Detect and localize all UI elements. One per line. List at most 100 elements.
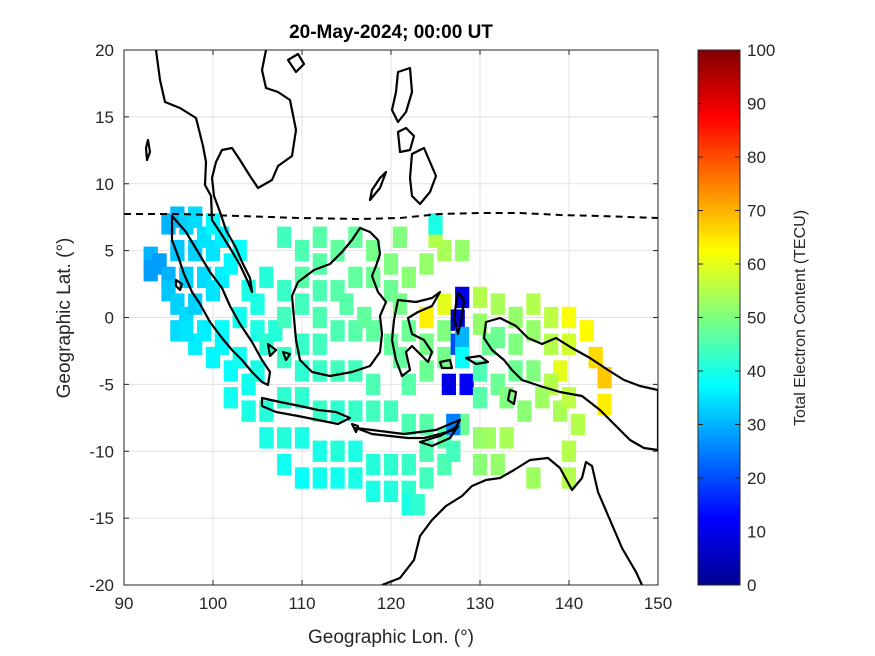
tec-cell [561,306,577,329]
tec-cell [383,453,399,476]
tec-cell [419,467,434,489]
tec-cell [441,373,456,396]
colorbar-tick-label: 60 [747,255,766,274]
colorbar-tick-label: 50 [747,309,766,328]
coastline-belitung [281,350,292,362]
y-tick-label: -10 [89,442,114,461]
tec-cell [579,320,594,342]
tec-cell [455,346,470,369]
coastlines [144,50,658,585]
tec-cell [330,239,345,262]
coastline-timor [418,424,460,448]
tec-cell [348,440,363,462]
tec-cell [561,387,577,409]
tec-cell [526,293,541,315]
tec-cell [277,280,292,302]
coastline-java [260,396,352,426]
tec-cell [366,453,381,476]
coastline-lesser-sunda [354,418,462,440]
tec-cell [508,333,523,355]
tec-cell [410,494,425,516]
tec-cell [312,440,327,462]
tec-cell [437,346,452,369]
tec-cell [490,453,505,476]
colorbar-gradient [698,50,740,585]
coastline-palawan [368,170,388,202]
tec-cell [401,320,416,342]
tec-cell [348,226,363,248]
tec-cell [472,453,488,476]
tec-cell [459,373,474,396]
x-tick-label: 140 [555,594,583,613]
tec-cell [383,253,399,275]
tec-cell [277,306,292,329]
tec-cell [366,373,381,396]
chart-title: 20-May-2024; 00:00 UT [289,22,493,43]
x-axis-ticks: 90 100 110 120 130 140 150 [115,50,672,613]
colorbar-tick-label: 20 [747,469,766,488]
coastline-philippines-mid [396,126,416,154]
tec-cell [517,400,532,422]
colorbar-label: Total Electron Content (TECU) [792,210,809,426]
coastline-andaman [144,138,152,162]
x-tick-label: 90 [115,594,134,613]
y-tick-label: -20 [89,576,114,595]
tec-cell [339,293,354,315]
tec-cell [294,293,310,315]
tec-cell [401,373,416,396]
tec-cell [205,213,221,235]
tec-cell [223,387,238,409]
tec-cell [312,280,327,302]
tec-cell [294,467,310,489]
coastline-halmahera [452,290,466,336]
x-tick-label: 130 [466,594,494,613]
tec-cell [392,226,408,248]
tec-cell [366,480,381,503]
coastline-hainan [286,52,306,74]
coastline-aru [506,388,518,406]
tec-cell [526,360,541,382]
tec-cells [143,206,612,516]
tec-cell [570,413,586,436]
tec-cell [561,440,577,462]
tec-cell [277,387,292,409]
magnetic-equator-line [124,212,658,221]
tec-cell [196,320,212,342]
tec-cell [259,266,274,289]
coastline-buru [438,358,454,370]
x-tick-label: 100 [199,594,227,613]
tec-cell [294,239,310,262]
tec-cell [179,320,194,342]
tec-cell [419,306,434,329]
tec-cell [526,320,541,342]
tec-cell [330,440,345,462]
tec-cell [455,239,470,262]
tec-cell [401,413,416,436]
tec-cell [188,293,203,315]
coastline-seram [464,354,490,366]
tec-cell [597,366,612,389]
coastline-sumatra [170,214,272,387]
tec-cell [330,400,345,422]
y-tick-label: 5 [105,242,114,261]
tec-cell [312,253,327,275]
y-tick-label: 0 [105,309,114,328]
coastline-bangka [266,342,278,358]
coastline-bali [350,422,360,434]
tec-cell [250,360,265,382]
tec-cell [597,393,612,416]
tec-cell [312,333,327,355]
tec-cell [544,333,559,355]
y-axis-label: Geographic Lat. (°) [54,238,75,399]
colorbar-tick-label: 90 [747,95,766,114]
tec-cell [366,239,381,262]
tec-cell [446,440,461,462]
tec-cell [401,266,416,289]
tec-cell [312,360,327,382]
colorbar-tick-label: 40 [747,362,766,381]
y-tick-label: 20 [95,41,114,60]
tec-cell [437,293,452,315]
